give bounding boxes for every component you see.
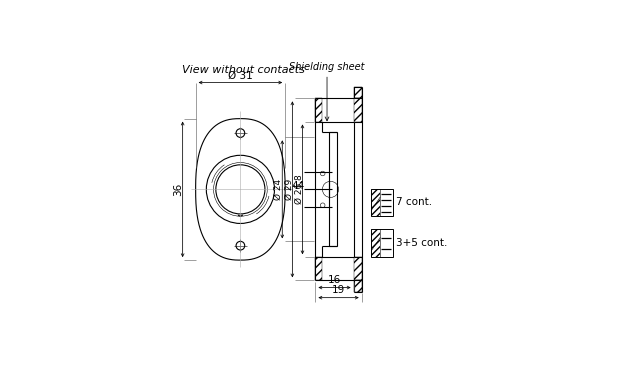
Text: 16: 16 [328, 275, 341, 285]
Bar [316, 98, 322, 122]
Text: 7 cont.: 7 cont. [396, 197, 432, 207]
Bar [371, 229, 393, 256]
Text: 3+5 cont.: 3+5 cont. [396, 238, 447, 248]
Text: Ø 24: Ø 24 [275, 179, 283, 200]
Bar [316, 257, 322, 280]
Bar [354, 257, 362, 280]
Bar [371, 229, 380, 256]
Bar [354, 98, 362, 122]
Text: Shielding sheet: Shielding sheet [290, 62, 365, 121]
Text: 44: 44 [291, 182, 305, 192]
Text: 19: 19 [332, 285, 345, 296]
Text: Ø 31: Ø 31 [228, 70, 253, 80]
Bar [354, 280, 362, 292]
Text: Ø 29: Ø 29 [285, 179, 293, 200]
Text: 36: 36 [173, 183, 183, 196]
Bar [354, 87, 362, 98]
Text: View without contacts: View without contacts [182, 64, 305, 75]
Bar [371, 189, 380, 216]
Bar [371, 189, 393, 216]
Text: Ø 26,8: Ø 26,8 [295, 174, 303, 204]
